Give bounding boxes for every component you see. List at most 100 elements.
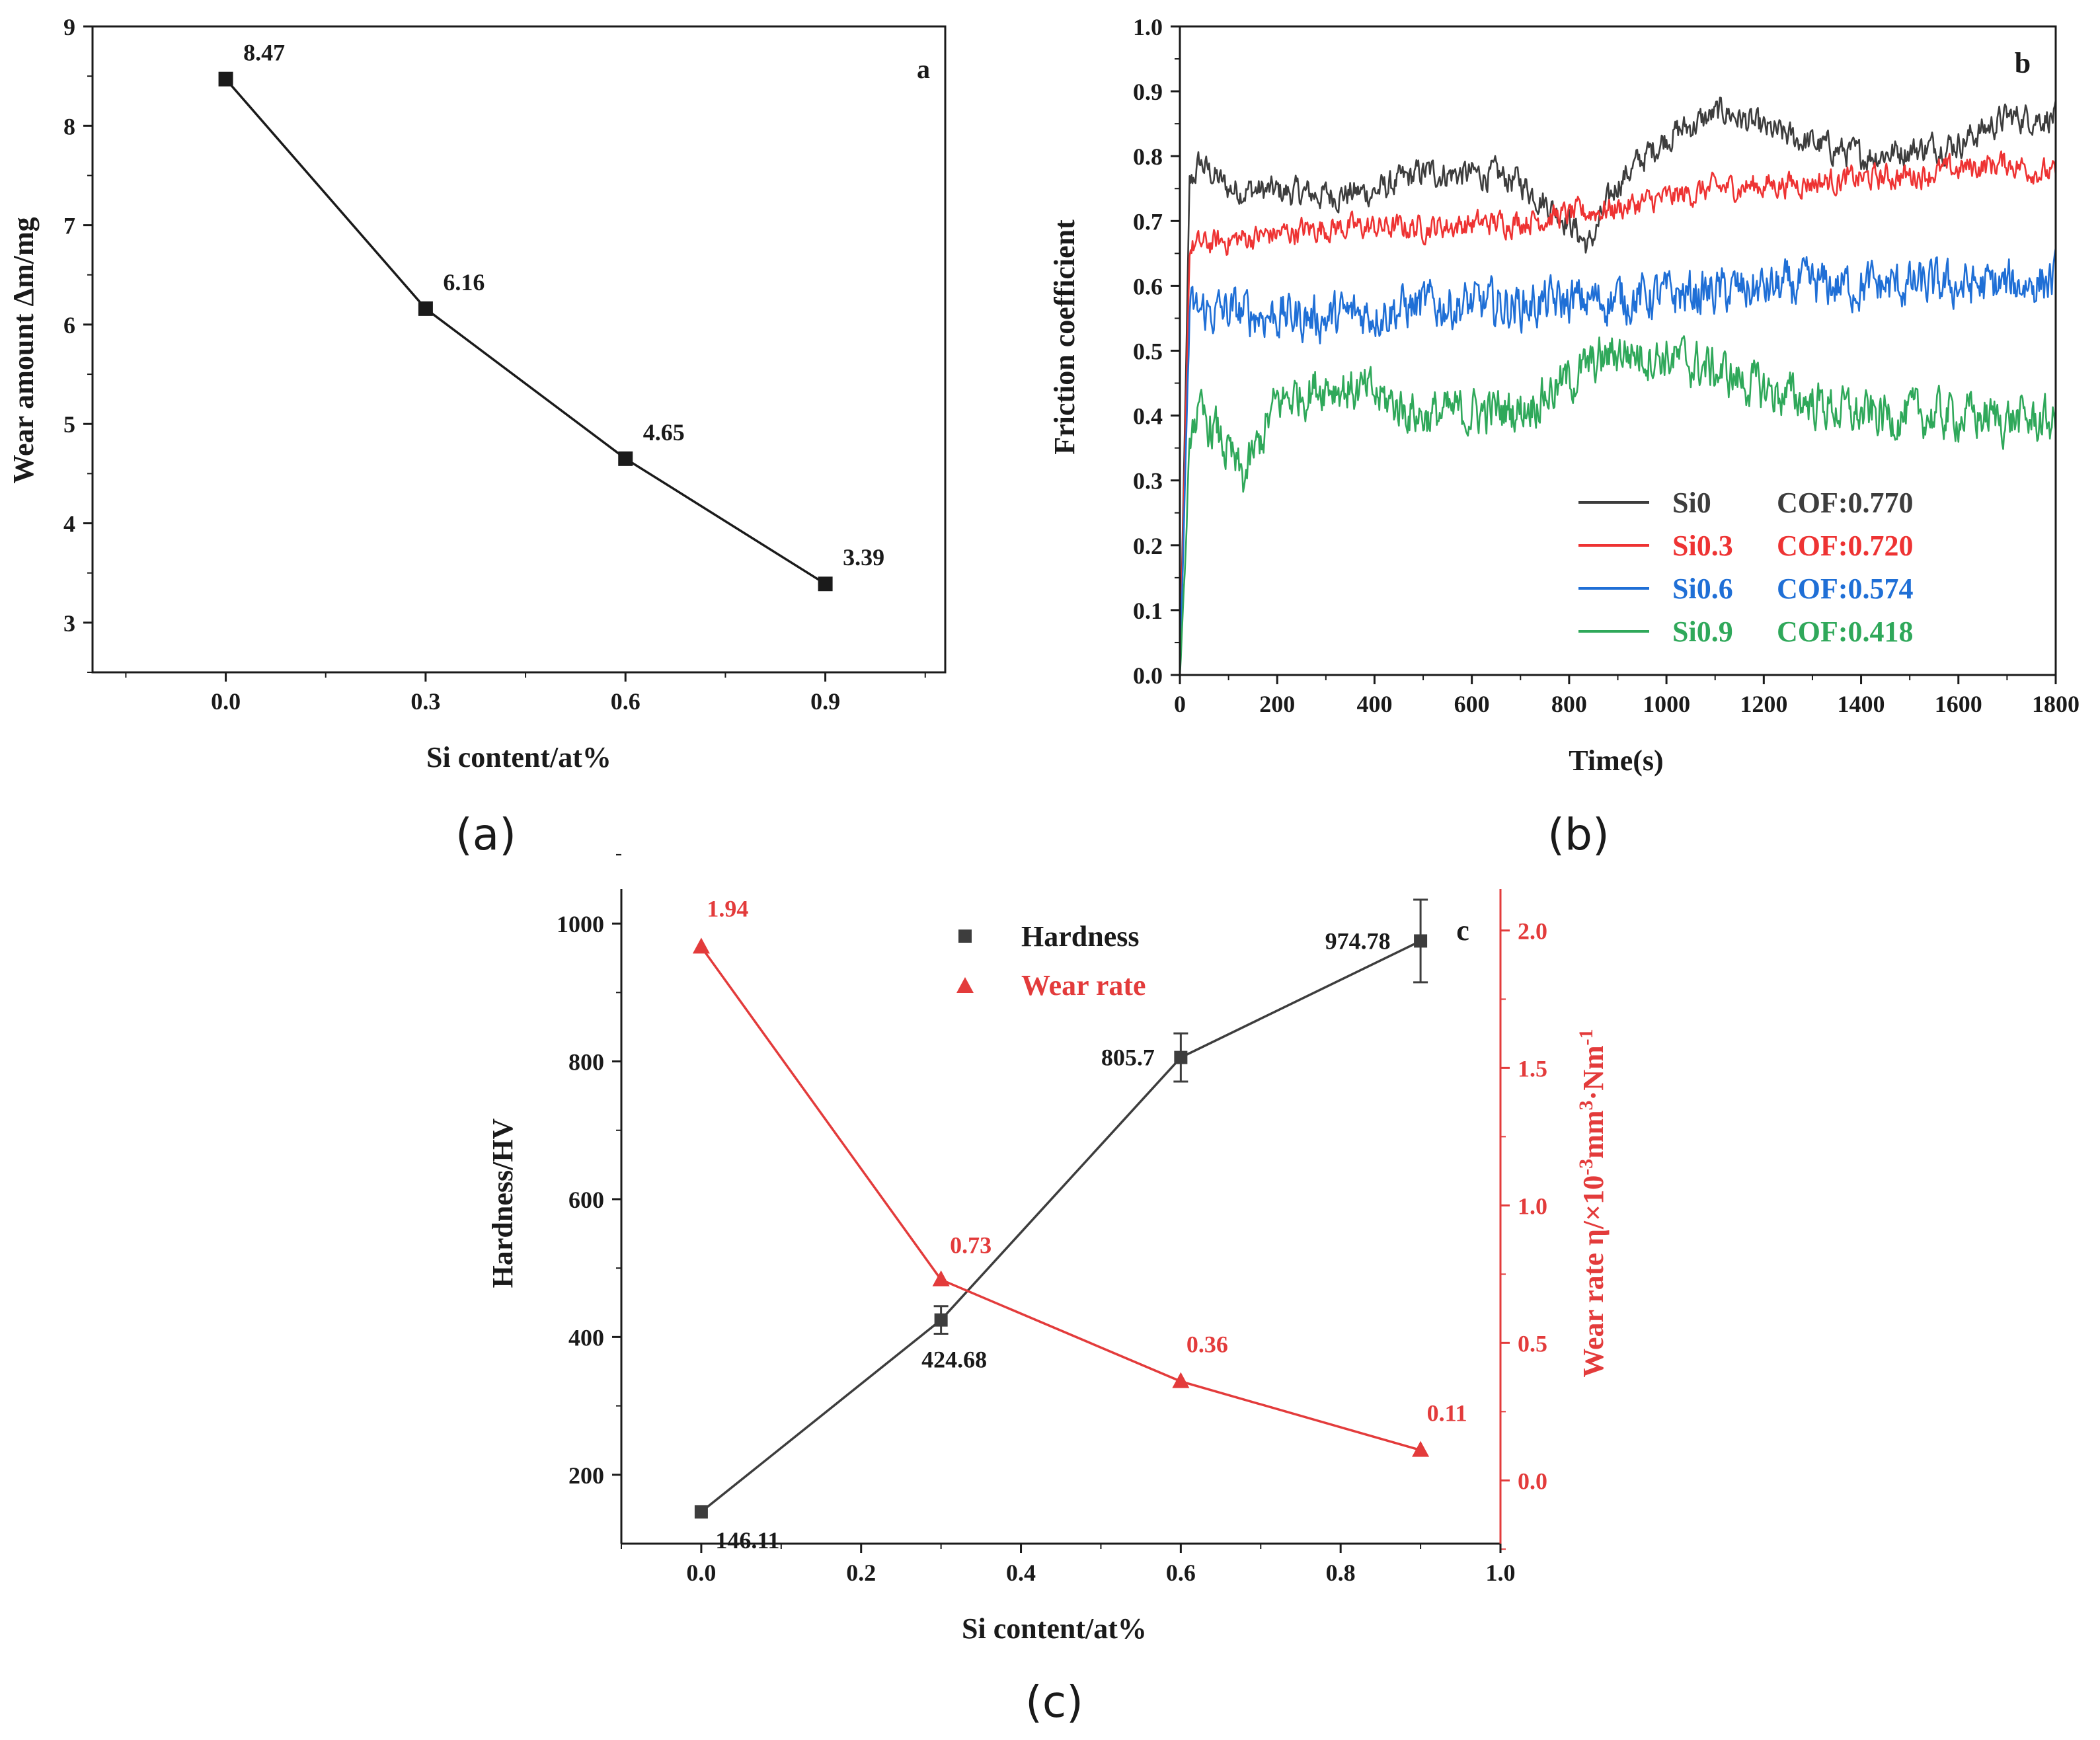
chart-c-left-y-tick-label: 400 bbox=[568, 1324, 604, 1351]
chart-c-legend: Hardness Wear rate bbox=[956, 920, 1146, 1002]
chart-b-x-tick-label: 400 bbox=[1356, 691, 1392, 717]
chart-a-point bbox=[218, 71, 233, 87]
chart-c-hardness-data-label: 974.78 bbox=[1325, 928, 1391, 954]
chart-c-hardness-data-label: 805.7 bbox=[1101, 1045, 1155, 1071]
chart-b-plot-frame bbox=[1179, 25, 2057, 676]
chart-c-x-tick-label: 0.6 bbox=[1166, 1560, 1196, 1586]
chart-c-hardness-data-label: 146.11 bbox=[715, 1527, 779, 1554]
chart-c-hardness-point bbox=[1414, 934, 1428, 948]
chart-a-y-tick-label: 6 bbox=[63, 312, 75, 338]
chart-a-x-tick-label: 0.0 bbox=[211, 688, 241, 715]
chart-c-hardness-point bbox=[694, 1505, 708, 1519]
chart-b-x-tick-label: 0 bbox=[1174, 691, 1186, 717]
chart-c-right-y-tick-label: 0.0 bbox=[1518, 1468, 1547, 1494]
chart-c-left-y-axis-label: Hardness/HV bbox=[486, 1118, 519, 1288]
chart-b-y-axis-label: Friction coefficient bbox=[1048, 219, 1081, 455]
chart-a-point bbox=[618, 451, 633, 466]
chart-b-x-tick-label: 600 bbox=[1454, 691, 1490, 717]
chart-c-x-tick-label: 1.0 bbox=[1486, 1560, 1516, 1586]
chart-c-x-axis-label: Si content/at% bbox=[962, 1612, 1147, 1645]
chart-b-x-tick-label: 1000 bbox=[1643, 691, 1690, 717]
chart-a-data-label: 8.47 bbox=[243, 40, 285, 66]
chart-c-hardness-point bbox=[934, 1313, 948, 1327]
chart-c-caption: (c) bbox=[1025, 1677, 1083, 1727]
chart-b-legend-cof: COF:0.770 bbox=[1777, 487, 1914, 519]
chart-c-x-tick-label: 0.2 bbox=[846, 1560, 876, 1586]
chart-a-caption: (a) bbox=[455, 809, 516, 860]
chart-a-y-tick-label: 4 bbox=[63, 511, 75, 537]
chart-a-plot-frame bbox=[91, 25, 947, 674]
chart-b-y-tick-label: 0.0 bbox=[1133, 662, 1163, 689]
chart-b-x-tick-label: 1200 bbox=[1740, 691, 1787, 717]
chart-b-series-line bbox=[1179, 97, 2057, 674]
chart-a-x-axis-label: Si content/at% bbox=[426, 741, 611, 773]
chart-c-plot-frame bbox=[620, 889, 1502, 1545]
chart-b-legend-cof: COF:0.574 bbox=[1777, 573, 1914, 605]
chart-b-x-tick-label: 1800 bbox=[2032, 691, 2080, 717]
chart-a-data-labels: 8.47 6.16 4.65 3.39 bbox=[243, 40, 884, 571]
chart-c-wear-rate-data-label: 1.94 bbox=[707, 895, 748, 922]
chart-b-series-lines bbox=[1179, 97, 2057, 676]
chart-c-wear-rate-line bbox=[700, 946, 1421, 1452]
chart-b-x-tick-label: 200 bbox=[1259, 691, 1295, 717]
chart-a-point bbox=[818, 576, 833, 592]
chart-b-series-line bbox=[1179, 150, 2057, 674]
chart-c-left-y-tick-label: 1000 bbox=[557, 911, 604, 937]
chart-c-right-y-axis-label: Wear rate η/×10-3mm3·Nm-1 bbox=[1575, 1029, 1610, 1377]
chart-b-x-ticks: 0 200 400 600 800 1000 1200 1400 1600 1800 bbox=[1174, 675, 2080, 717]
chart-a-x-ticks: 0.0 0.3 0.6 0.9 bbox=[125, 672, 926, 715]
chart-c-data-labels: 146.11 424.68 805.7 974.78 1.94 0.73 0.36 0.11 bbox=[707, 895, 1467, 1554]
chart-a-data-label: 6.16 bbox=[443, 269, 485, 296]
chart-c-hardness-series bbox=[694, 898, 1428, 1519]
chart-c-left-y-ticks: 200 400 600 800 1000 bbox=[557, 853, 621, 1489]
chart-b-y-ticks: 0.0 0.1 0.2 0.3 0.4 0.5 0.6 0.7 0.8 0.9 1.0 bbox=[1133, 14, 1180, 689]
chart-b-x-tick-label: 1400 bbox=[1838, 691, 1885, 717]
chart-b-x-axis-label: Time(s) bbox=[1569, 744, 1663, 777]
chart-b-y-tick-label: 0.5 bbox=[1133, 338, 1163, 365]
chart-c-wear-rate-point bbox=[1412, 1441, 1430, 1457]
chart-c-right-y-tick-label: 1.0 bbox=[1518, 1193, 1547, 1219]
chart-a-data-label: 4.65 bbox=[643, 419, 685, 446]
chart-c-x-tick-label: 0.4 bbox=[1006, 1560, 1036, 1586]
chart-c-x-tick-label: 0.8 bbox=[1326, 1560, 1356, 1586]
chart-a-y-ticks: 3 4 5 6 7 8 9 bbox=[63, 14, 93, 673]
chart-c-hardness-point bbox=[1174, 1050, 1188, 1064]
chart-b-legend: Si0 COF:0.770 Si0.3 COF:0.720 Si0.6 COF:0.574… bbox=[1578, 487, 1914, 648]
chart-c-right-y-ticks: 0.0 0.5 1.0 1.5 2.0 bbox=[1500, 918, 1547, 1550]
chart-b-legend-label: Si0.6 bbox=[1672, 573, 1733, 605]
chart-b-y-tick-label: 0.8 bbox=[1133, 143, 1163, 170]
chart-c-right-y-tick-label: 1.5 bbox=[1518, 1055, 1547, 1082]
chart-c-right-y-label-main: Wear rate η/×10 bbox=[1577, 1175, 1610, 1378]
chart-a-point bbox=[418, 301, 433, 316]
chart-c-right-y-label-mid2: ·Nm bbox=[1577, 1045, 1610, 1100]
chart-a-y-tick-label: 3 bbox=[63, 610, 75, 637]
chart-b-legend-label: Si0.9 bbox=[1672, 615, 1733, 648]
chart-c-legend-wear-rate-swatch bbox=[956, 977, 974, 993]
chart-b-y-tick-label: 0.3 bbox=[1133, 468, 1163, 494]
chart-b-legend-label: Si0 bbox=[1672, 487, 1711, 519]
chart-c-legend-hardness-swatch bbox=[958, 929, 972, 943]
chart-b-x-tick-label: 800 bbox=[1551, 691, 1587, 717]
chart-c-right-y-label-sup2: 3 bbox=[1575, 1100, 1597, 1110]
chart-a-x-tick-label: 0.3 bbox=[410, 688, 440, 715]
chart-b-legend-cof: COF:0.418 bbox=[1777, 615, 1914, 648]
chart-b-y-tick-label: 0.6 bbox=[1133, 273, 1163, 299]
chart-c-left-y-tick-label: 800 bbox=[568, 1049, 604, 1076]
chart-a-series-line bbox=[225, 78, 826, 585]
chart-c-wear-rate-data-label: 0.36 bbox=[1186, 1331, 1228, 1358]
chart-b-y-tick-label: 0.9 bbox=[1133, 79, 1163, 105]
chart-c-legend-hardness-label: Hardness bbox=[1021, 920, 1139, 953]
chart-c-wear-rate-point bbox=[1172, 1372, 1190, 1388]
chart-b-y-tick-label: 0.4 bbox=[1133, 403, 1163, 430]
chart-c-left-y-tick-label: 200 bbox=[568, 1462, 604, 1489]
chart-a-line bbox=[225, 78, 826, 585]
chart-c-x-ticks: 0.0 0.2 0.4 0.6 0.8 1.0 bbox=[621, 1544, 1516, 1586]
chart-c-wear-rate-point bbox=[692, 937, 710, 954]
chart-b-series-line bbox=[1179, 335, 2057, 676]
chart-c-right-y-label-sup3: -1 bbox=[1575, 1029, 1597, 1045]
chart-a-y-tick-label: 5 bbox=[63, 411, 75, 438]
chart-c-x-tick-label: 0.0 bbox=[686, 1560, 716, 1586]
chart-a-y-tick-label: 7 bbox=[63, 213, 75, 239]
chart-b-y-tick-label: 0.1 bbox=[1133, 598, 1163, 624]
